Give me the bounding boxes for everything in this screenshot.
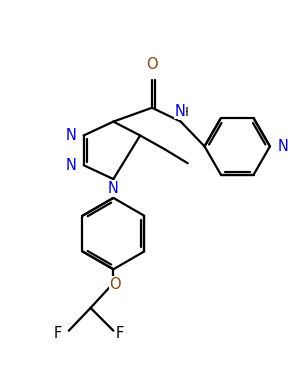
- Text: N: N: [66, 128, 77, 143]
- Text: N: N: [66, 158, 77, 173]
- Text: O: O: [110, 277, 121, 292]
- Text: F: F: [115, 326, 124, 341]
- Text: N: N: [108, 181, 119, 196]
- Text: O: O: [146, 57, 158, 72]
- Text: N: N: [278, 139, 289, 154]
- Text: N: N: [174, 104, 185, 119]
- Text: F: F: [54, 326, 62, 341]
- Text: H: H: [179, 106, 189, 119]
